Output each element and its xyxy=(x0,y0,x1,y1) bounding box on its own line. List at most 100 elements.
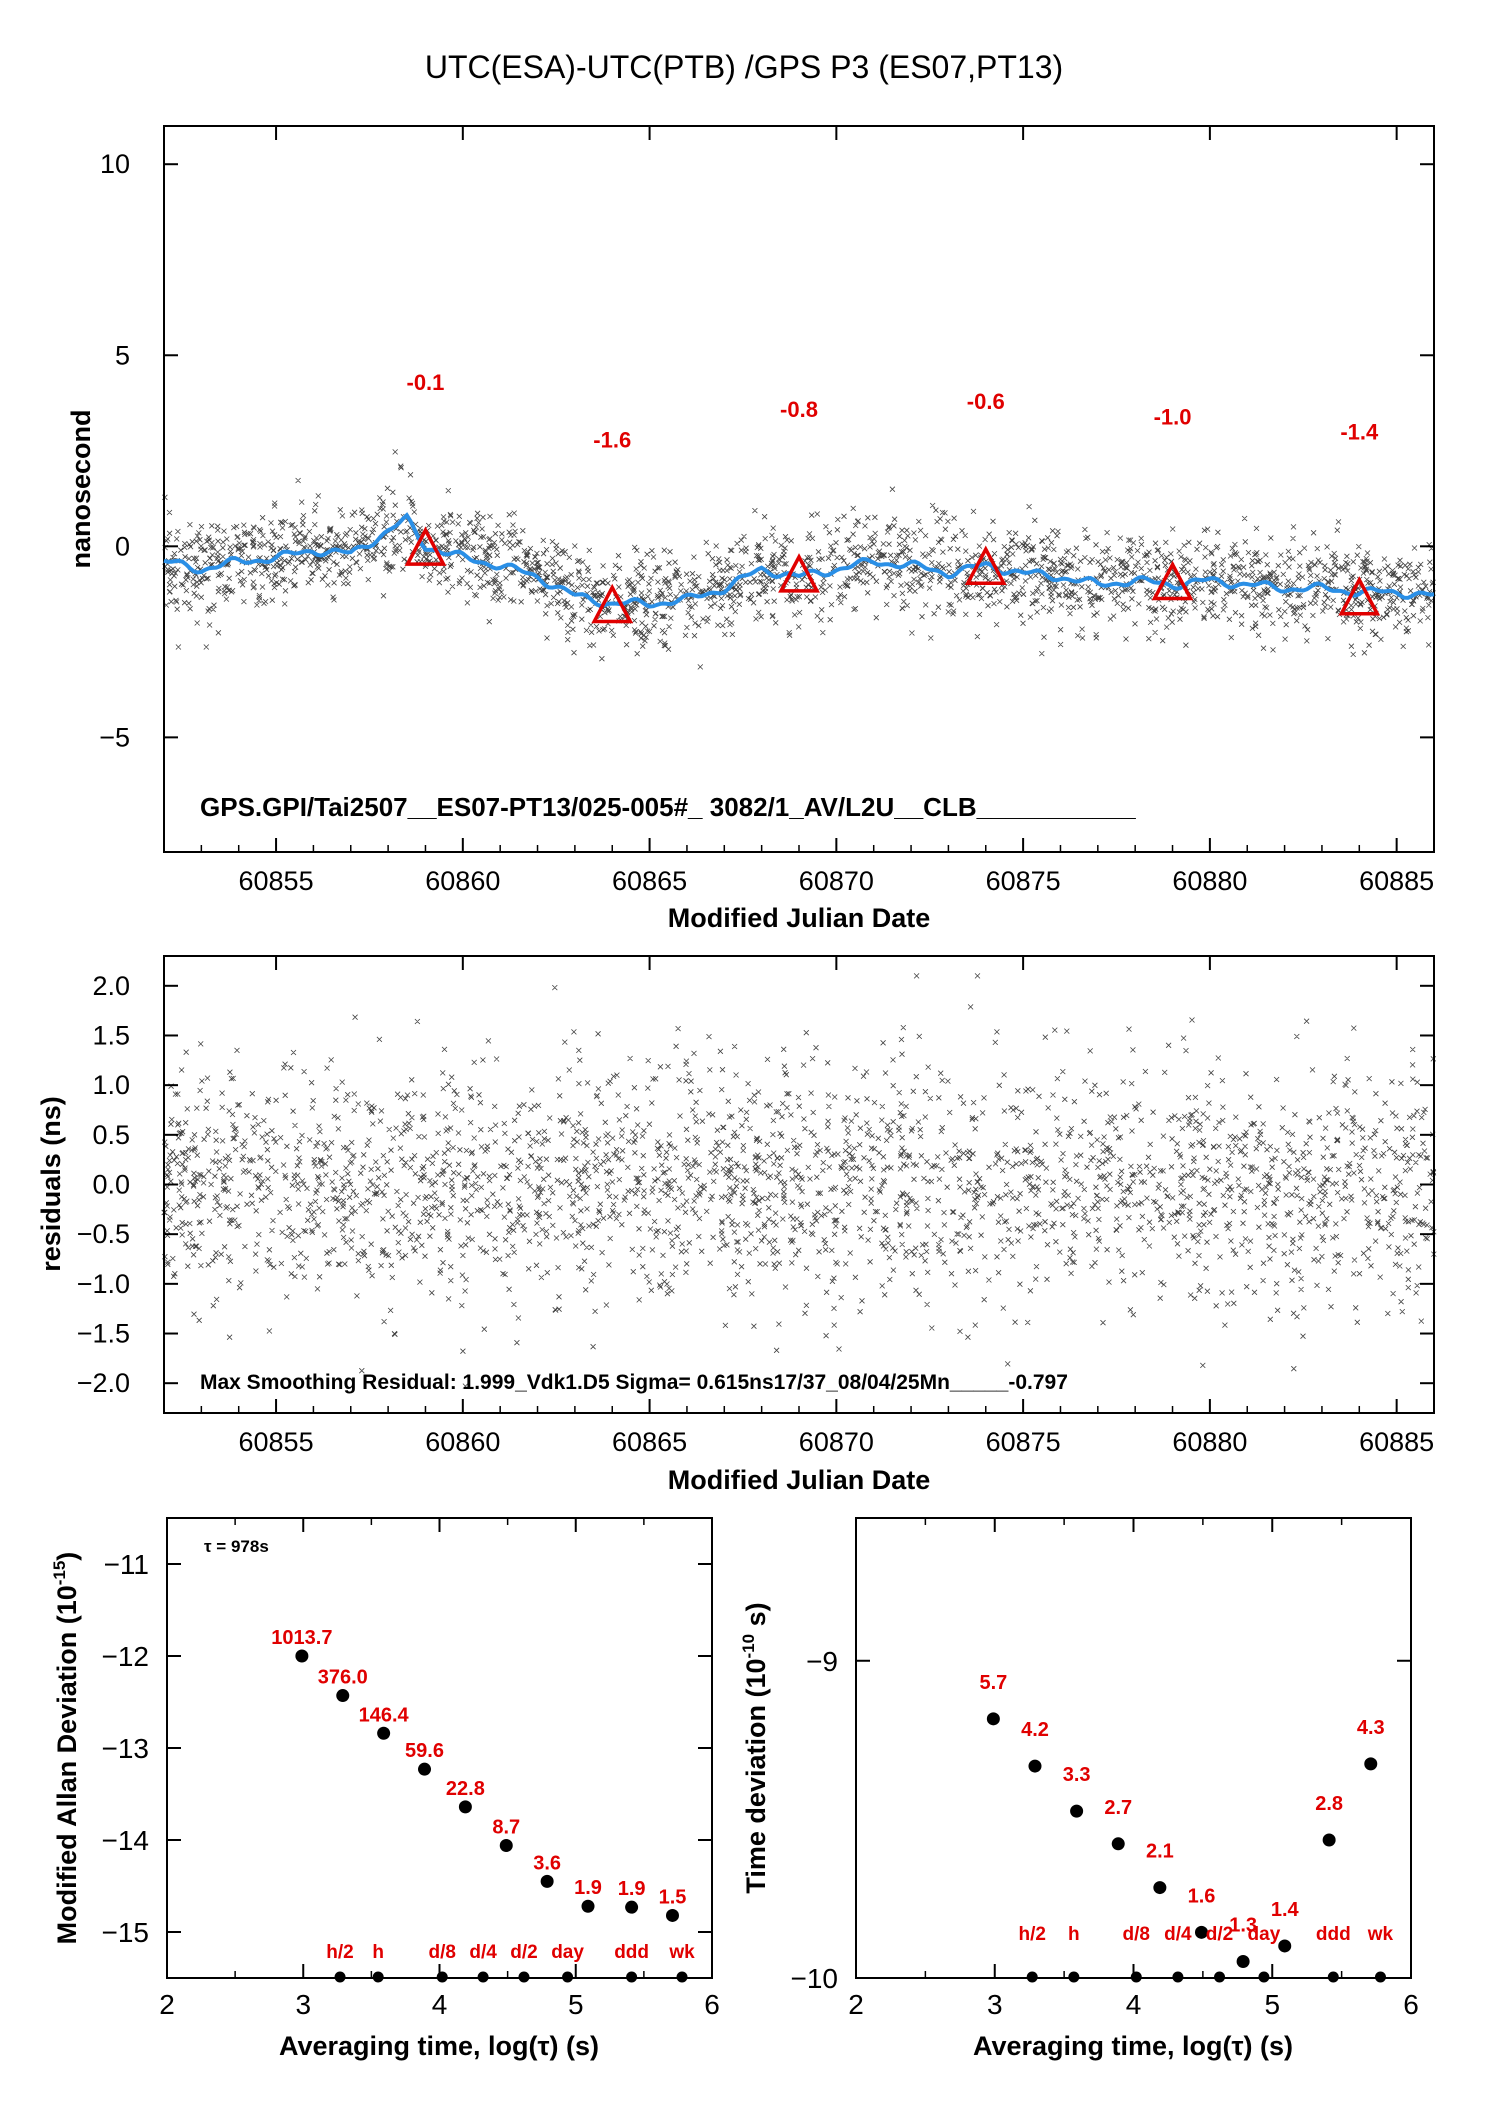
data-point xyxy=(1364,1757,1378,1771)
data-label: 22.8 xyxy=(446,1778,485,1800)
period-marker xyxy=(1068,1971,1080,1983)
period-label: d/2 xyxy=(510,1942,537,1963)
timeseries-panel: -0.1 -1.6 -0.8 -0.6 -1.0 -1.4 60855 60860 60865… xyxy=(66,125,1436,933)
residuals-ylabel: residuals (ns) xyxy=(36,1096,66,1272)
x-tick-label: 60875 xyxy=(986,866,1061,896)
period-label: h xyxy=(372,1942,384,1963)
triangle-markers: -0.1 -1.6 -0.8 -0.6 -1.0 -1.4 xyxy=(404,370,1381,624)
triangle-label: -0.6 xyxy=(967,389,1005,414)
period-label: day xyxy=(551,1942,584,1963)
triangle-label: -1.6 xyxy=(593,427,631,452)
period-marker xyxy=(1172,1971,1184,1983)
period-label: wk xyxy=(1367,1924,1394,1945)
x-tick-label: 3 xyxy=(295,1989,311,2020)
y-tick-label: −1.5 xyxy=(77,1319,130,1349)
tdev-frame xyxy=(855,1517,1412,1979)
data-point xyxy=(1278,1939,1292,1953)
y-tick-label: −5 xyxy=(99,722,130,752)
y-tick-label: −11 xyxy=(104,1549,149,1580)
residual-points xyxy=(161,973,1437,1389)
residuals-scatter xyxy=(161,973,1437,1389)
x-tick-label: 2 xyxy=(159,1989,175,2020)
data-label: 1.5 xyxy=(659,1886,687,1908)
x-tick-label: 60870 xyxy=(799,1427,874,1457)
data-point xyxy=(1194,1925,1208,1939)
data-point xyxy=(540,1874,554,1888)
period-label: d/4 xyxy=(1164,1924,1192,1945)
y-tick-label: −0.5 xyxy=(77,1219,130,1249)
data-label: 4.2 xyxy=(1021,1719,1049,1741)
x-tick-label: 2 xyxy=(848,1989,864,2020)
data-label: 376.0 xyxy=(318,1667,368,1689)
period-marker xyxy=(676,1971,688,1983)
y-tick-label: 5 xyxy=(115,340,130,370)
y-tick-label: 1.0 xyxy=(92,1070,130,1100)
timeseries-frame xyxy=(163,125,1435,853)
triangle-marker xyxy=(1151,560,1194,601)
tdev-ylabel: Time deviation (10-10 s) xyxy=(739,1602,771,1893)
x-tick-label: 60860 xyxy=(425,866,500,896)
x-tick-label: 60855 xyxy=(239,1427,314,1457)
data-label: 2.8 xyxy=(1315,1793,1343,1815)
data-point xyxy=(499,1839,513,1853)
data-point xyxy=(1322,1833,1336,1847)
tdev-points: 5.7 4.2 3.3 2.7 2.1 1.6 1.3 1.4 2.8 4.3 h/2 h d/8 d/4… xyxy=(979,1672,1394,1983)
period-marker xyxy=(1026,1971,1038,1983)
timeseries-ylabel: nanosecond xyxy=(66,409,96,568)
y-tick-label: 2.0 xyxy=(92,971,130,1001)
mdev-ylabel-end: ) xyxy=(52,1552,82,1561)
period-label: wk xyxy=(668,1942,695,1963)
data-label: 3.3 xyxy=(1063,1764,1091,1786)
timeseries-xlabel: Modified Julian Date xyxy=(668,903,931,933)
x-tick-label: 60860 xyxy=(425,1427,500,1457)
x-tick-label: 60870 xyxy=(799,866,874,896)
x-tick-label: 60875 xyxy=(986,1427,1061,1457)
data-point xyxy=(458,1800,472,1814)
triangle-marker xyxy=(404,526,447,566)
mdev-axes: 2 3 4 5 6 −15 −14 −13 −12 −11 xyxy=(102,1518,720,2020)
data-label: 59.6 xyxy=(405,1740,444,1762)
period-marker xyxy=(1327,1971,1339,1983)
period-label: h xyxy=(1068,1924,1080,1945)
x-tick-label: 5 xyxy=(1264,1989,1280,2020)
y-tick-label: −10 xyxy=(791,1963,839,1994)
period-marker xyxy=(436,1971,448,1983)
data-label: 8.7 xyxy=(492,1817,520,1839)
y-tick-label: 10 xyxy=(100,149,130,179)
data-points xyxy=(162,449,1436,670)
data-label: 5.7 xyxy=(979,1672,1007,1694)
data-point xyxy=(1236,1955,1250,1969)
tdev-xlabel: Averaging time, log(τ) (s) xyxy=(973,2031,1293,2061)
period-label: ddd xyxy=(1316,1924,1351,1945)
triangle-label: -0.8 xyxy=(780,397,818,422)
data-point xyxy=(336,1689,350,1703)
data-label: 1.9 xyxy=(618,1878,646,1900)
mdev-ylabel-main: Modified Allan Deviation (10 xyxy=(52,1585,82,1944)
period-label: d/2 xyxy=(1206,1924,1233,1945)
mdev-panel: 2 3 4 5 6 −15 −14 −13 −12 −11 1013.7 376.0 146.4 59.… xyxy=(50,1517,720,2061)
tdev-ylabel-main: Time deviation (10 xyxy=(741,1659,771,1894)
mdev-ylabel-exp: -15 xyxy=(50,1561,69,1586)
timeseries-note: GPS.GPI/Tai2507__ES07-PT13/025-005#_ 308… xyxy=(200,792,1136,822)
residuals-note: Max Smoothing Residual: 1.999_Vdk1.D5 Si… xyxy=(200,1371,1068,1394)
triangle-marker xyxy=(1338,576,1381,616)
period-label: h/2 xyxy=(326,1942,353,1963)
timeseries-scatter xyxy=(162,449,1436,670)
period-marker xyxy=(477,1971,489,1983)
period-marker xyxy=(372,1971,384,1983)
x-tick-label: 60855 xyxy=(239,866,314,896)
y-tick-label: 0 xyxy=(115,531,130,561)
mdev-points: 1013.7 376.0 146.4 59.622.8 8.7 3.6 1.9 1.9 1.5 h… xyxy=(271,1627,695,1983)
tdev-panel: 2 3 4 5 6 −10 −9 5.7 4.2 3.3 2.7 2.1 1.6 1.3 1.4 2.8 4.… xyxy=(739,1517,1419,2061)
data-label: 2.7 xyxy=(1104,1797,1132,1819)
data-label: 2.1 xyxy=(1146,1841,1174,1863)
triangle-label: -1.4 xyxy=(1340,420,1379,445)
data-point xyxy=(377,1726,391,1740)
period-label: d/8 xyxy=(428,1942,455,1963)
x-tick-label: 60885 xyxy=(1359,866,1434,896)
data-point xyxy=(1070,1804,1084,1818)
period-marker xyxy=(1374,1971,1386,1983)
x-tick-label: 4 xyxy=(432,1989,448,2020)
period-marker xyxy=(1258,1971,1270,1983)
